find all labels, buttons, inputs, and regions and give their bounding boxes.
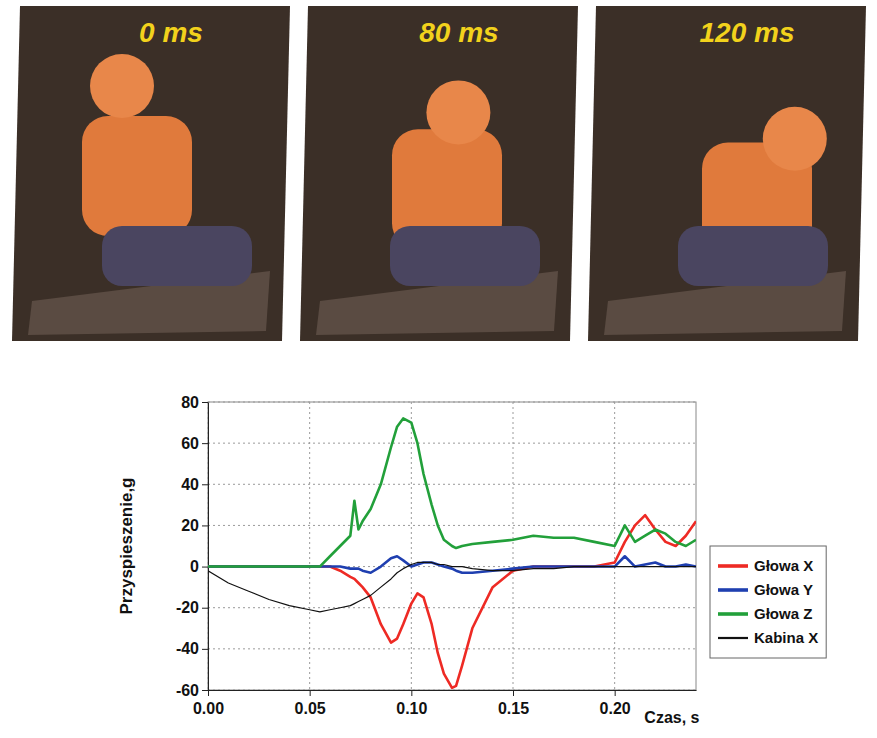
y-axis-tick: 60 bbox=[181, 435, 208, 452]
dummy-legs bbox=[678, 226, 828, 286]
grid-line-x bbox=[411, 402, 412, 690]
x-axis-tick-mark bbox=[310, 690, 311, 696]
grid-line-x bbox=[513, 402, 514, 690]
photo-label: 120 ms bbox=[700, 17, 795, 48]
x-axis-title: Czas, s bbox=[644, 709, 699, 726]
grid bbox=[208, 402, 696, 690]
y-axis-tick-label: -40 bbox=[176, 640, 199, 657]
x-axis-tick-label: 0.15 bbox=[498, 700, 529, 717]
x-axis-tick-label: 0.10 bbox=[396, 700, 427, 717]
y-axis-tick-label: 20 bbox=[181, 517, 199, 534]
x-axis-tick-label: 0.00 bbox=[193, 700, 224, 717]
x-axis-tick-mark bbox=[208, 690, 209, 696]
figure: 0 ms 80 ms 120 ms 0.00 0.05 0.10 0.15 0.20 -60 -4… bbox=[0, 0, 877, 738]
dummy-legs bbox=[390, 226, 540, 286]
photo-panel: 80 ms bbox=[300, 6, 578, 341]
grid-line-y bbox=[208, 690, 696, 691]
x-axis-tick: 0.10 bbox=[396, 690, 427, 717]
x-axis-tick-label: 0.05 bbox=[295, 700, 326, 717]
y-axis-tick-label: 40 bbox=[181, 476, 199, 493]
photo-label: 80 ms bbox=[419, 17, 498, 48]
photo-background bbox=[300, 6, 578, 341]
grid-line-y bbox=[208, 607, 696, 608]
legend-box bbox=[710, 546, 826, 658]
y-axis-tick-mark bbox=[202, 443, 208, 444]
y-axis-tick-mark bbox=[202, 484, 208, 485]
legend-label: Głowa X bbox=[754, 557, 813, 574]
y-axis-tick: 0 bbox=[190, 558, 208, 575]
x-axis-tick-label: 0.20 bbox=[600, 700, 631, 717]
legend-swatch bbox=[718, 637, 748, 639]
series-line bbox=[208, 515, 696, 688]
y-axis-tick: -40 bbox=[176, 640, 208, 657]
photo-label: 0 ms bbox=[139, 17, 203, 48]
y-axis-tick-mark bbox=[202, 690, 208, 691]
x-axis-tick-mark bbox=[513, 690, 514, 696]
series-line bbox=[208, 562, 696, 611]
x-axis-tick: 0.15 bbox=[498, 690, 529, 717]
y-axis-tick: 80 bbox=[181, 394, 208, 411]
photo-strip: 0 ms 80 ms 120 ms bbox=[12, 6, 866, 341]
grid-line-y bbox=[208, 443, 696, 444]
y-axis-tick-mark bbox=[202, 608, 208, 609]
dummy-torso bbox=[82, 116, 192, 236]
series-lines bbox=[208, 418, 696, 687]
x-axis-tick: 0.20 bbox=[600, 690, 631, 717]
y-axis-tick-label: 60 bbox=[181, 435, 199, 452]
y-axis-tick-mark bbox=[202, 402, 208, 403]
x-axis-line bbox=[209, 690, 697, 691]
legend-label: Kabina X bbox=[754, 629, 818, 646]
y-axis-tick: 20 bbox=[181, 517, 208, 534]
legend-label: Głowa Y bbox=[754, 581, 813, 598]
y-axis-tick-mark bbox=[202, 567, 208, 568]
grid-line-y bbox=[208, 525, 696, 526]
grid-line-x bbox=[309, 402, 310, 690]
legend-swatch bbox=[718, 588, 748, 592]
dummy-head bbox=[426, 80, 490, 144]
y-axis-tick-label: -60 bbox=[176, 682, 199, 699]
photo-background bbox=[588, 6, 866, 341]
grid-line-x bbox=[208, 402, 209, 690]
y-axis-tick-label: 0 bbox=[190, 558, 199, 575]
grid-line-y bbox=[208, 648, 696, 649]
plot-frame bbox=[208, 402, 696, 690]
series-line bbox=[208, 418, 696, 566]
dummy-head bbox=[763, 107, 827, 171]
photo-panel: 120 ms bbox=[588, 6, 866, 341]
y-axis-tick: 40 bbox=[181, 476, 208, 493]
y-axis-line bbox=[208, 403, 209, 691]
y-axis-tick-label: -20 bbox=[176, 599, 199, 616]
photo-background bbox=[12, 6, 290, 341]
dummy-head bbox=[90, 54, 154, 118]
y-axis-tick: -20 bbox=[176, 599, 208, 616]
photo-panel: 0 ms bbox=[12, 6, 290, 341]
legend-label: Głowa Z bbox=[754, 605, 812, 622]
y-axis-tick: -60 bbox=[176, 682, 208, 699]
y-axis: -60 -40 -20 0 20 40 60 80 bbox=[176, 394, 209, 699]
x-axis: 0.00 0.05 0.10 0.15 0.20 bbox=[193, 690, 697, 717]
chart: 0.00 0.05 0.10 0.15 0.20 -60 -40 -20 0 20 40 60 80 Pr… bbox=[117, 394, 826, 727]
y-axis-title: Przyspieszenie,g bbox=[117, 477, 136, 614]
grid-line-y bbox=[208, 402, 696, 403]
y-axis-tick-label: 80 bbox=[181, 394, 199, 411]
legend: Głowa X Głowa Y Głowa Z Kabina X bbox=[710, 546, 826, 658]
series-line bbox=[208, 556, 696, 572]
y-axis-tick-mark bbox=[202, 649, 208, 650]
y-axis-tick-mark bbox=[202, 525, 208, 526]
x-axis-tick-mark bbox=[615, 690, 616, 696]
dummy-legs bbox=[102, 226, 252, 286]
x-axis-tick: 0.05 bbox=[295, 690, 326, 717]
legend-swatch bbox=[718, 612, 748, 616]
x-axis-tick-mark bbox=[411, 690, 412, 696]
legend-swatch bbox=[718, 564, 748, 568]
grid-line-y bbox=[208, 484, 696, 485]
